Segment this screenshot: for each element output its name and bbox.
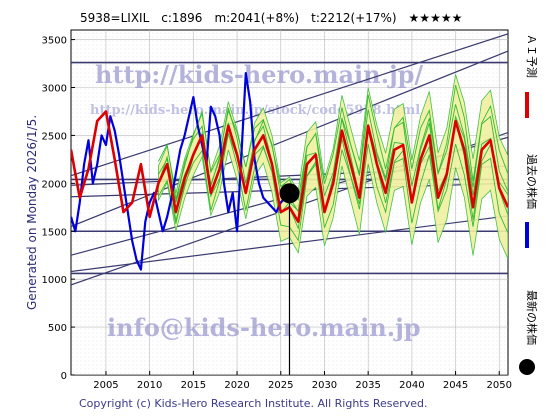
x-axis: 2005 2010 2015 2020 2025 2030 2035 2040 2045 2050: [93, 371, 512, 391]
forecast-band-line: [158, 104, 508, 213]
chart-title: 5938=LIXIL c:1896 m:2041(+8%) t:2212(+17…: [80, 11, 462, 25]
watermark-code-url: http://kids-hero.main.jp/stock/code5938.…: [90, 103, 420, 118]
x-tick-label: 2040: [399, 380, 424, 391]
legend-latest-label: 最新の株価: [525, 290, 539, 345]
legend: ＡＩ予測 過去の株価 最新の株価: [519, 34, 539, 375]
copyright: Copyright (c) Kids-Hero Research Institu…: [79, 397, 428, 410]
latest-price-point: [279, 183, 300, 204]
y-tick-label: 3000: [42, 84, 67, 95]
y-tick-label: 3500: [42, 36, 67, 47]
watermark-mail: info@kids-hero.main.jp: [107, 313, 421, 342]
y-tick-label: 2500: [42, 131, 67, 142]
legend-past-label: 過去の株価: [525, 154, 539, 209]
y-tick-label: 1500: [42, 227, 67, 238]
y-tick-label: 1000: [42, 275, 67, 286]
legend-latest-dot: [519, 359, 535, 375]
trend-line: [71, 50, 508, 228]
y-tick-label: 2000: [42, 179, 67, 190]
x-tick-label: 2005: [93, 380, 118, 391]
x-tick-label: 2045: [443, 380, 468, 391]
latest-marker: [279, 183, 300, 375]
x-tick-label: 2025: [268, 380, 293, 391]
x-tick-label: 2010: [137, 380, 162, 391]
y-axis: 0 500 1000 1500 2000 2500 3000 3500: [42, 36, 75, 382]
y-tick-label: 0: [61, 371, 67, 382]
watermark-url: http://kids-hero.main.jp/: [95, 60, 423, 89]
generated-date: Generated on Monday 2026/1/5.: [25, 115, 39, 310]
x-tick-label: 2050: [487, 380, 512, 391]
x-tick-label: 2030: [312, 380, 337, 391]
past-price-line: [71, 72, 291, 271]
forecast-band-area: [157, 74, 508, 260]
x-tick-label: 2015: [181, 380, 206, 391]
x-tick-label: 2035: [355, 380, 380, 391]
y-tick-label: 500: [48, 323, 67, 334]
trend-line: [71, 33, 508, 177]
forecast-band-line: [158, 132, 508, 242]
forecast-band-line: [157, 85, 508, 202]
legend-ai-label: ＡＩ予測: [525, 34, 539, 78]
x-tick-label: 2020: [224, 380, 249, 391]
